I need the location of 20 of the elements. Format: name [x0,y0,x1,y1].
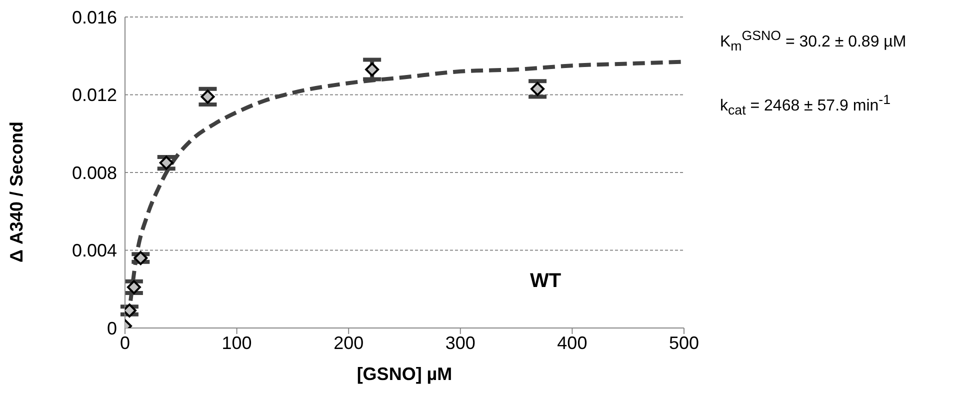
x-tick-label: 400 [557,332,588,353]
text: K$_{m}$$^{GSNO}$ = 30.2 ± 0.89 µM [720,28,906,54]
y-tick-label: 0.008 [72,162,117,183]
point [200,90,215,104]
y-tick-label: 0.012 [72,85,117,106]
y-tick-label: 0.004 [72,240,117,261]
text: k$_{cat}$ = 2468 ± 57.9 min$^{-1}$ [720,92,891,118]
y-tick-label: 0 [106,318,117,338]
x-tick-label: 200 [334,332,364,353]
x-tick-label: 0 [120,332,130,353]
point [365,62,380,76]
y-tick-label: 0.016 [72,7,117,28]
x-tick-label: 500 [668,332,700,353]
x-tick-label: 300 [445,332,476,353]
annotation: WT [530,270,562,293]
point [530,82,545,96]
line-series [128,60,684,303]
y-axis-title: Δ A340 / Second [6,122,26,262]
x-tick-label: 100 [222,332,252,353]
x-axis-title: [GSNO] µM [356,364,452,384]
